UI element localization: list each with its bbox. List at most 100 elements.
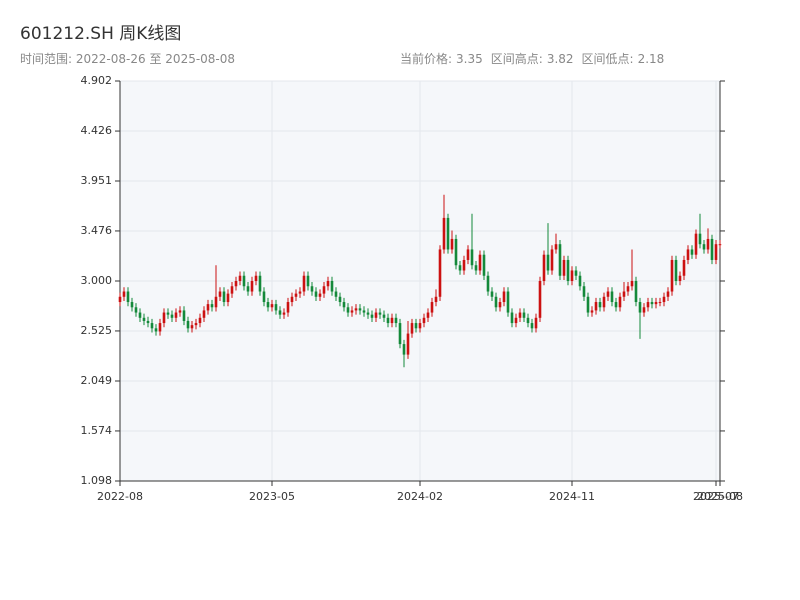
candle-body [558, 244, 562, 276]
candle-body [242, 275, 246, 287]
candle-body [686, 249, 690, 260]
candle-body [278, 310, 282, 315]
candle-body [422, 317, 426, 324]
candle-body [658, 302, 662, 304]
x-tick-label: 2024-11 [549, 490, 595, 503]
candle-body [586, 296, 590, 313]
candle-body [382, 314, 386, 318]
candle-body [406, 333, 410, 355]
x-tick-label: 2025-08 [697, 490, 743, 503]
candle-body [662, 296, 666, 303]
candle-body [238, 275, 242, 281]
candle-body [442, 217, 446, 250]
x-tick-label: 2025-07 [693, 490, 739, 503]
candle-body [402, 344, 406, 355]
candle-body [178, 310, 182, 313]
stat-label: 当前价格: [400, 51, 452, 66]
candle-body [366, 312, 370, 315]
candle-body [338, 296, 342, 303]
candle-body [334, 291, 338, 297]
range-start: 2022-08-26 [76, 52, 146, 66]
candle-body [194, 323, 198, 326]
candle-body [122, 291, 126, 297]
candle-body [618, 296, 622, 308]
candle-body [318, 293, 322, 297]
candle-body [654, 302, 658, 305]
candle-body [226, 293, 230, 303]
candle-body [350, 310, 354, 313]
candle-body [254, 275, 258, 281]
candle-body [626, 286, 630, 292]
candle-body [162, 312, 166, 324]
candle-body [542, 254, 546, 281]
candle-body [390, 317, 394, 324]
candle-body [306, 275, 310, 287]
candle-body [354, 308, 358, 311]
candle-body [454, 238, 458, 266]
candle-body [170, 314, 174, 318]
candle-body [130, 302, 134, 308]
candle-body [182, 310, 186, 321]
candle-body [702, 244, 706, 250]
candle-body [494, 296, 498, 308]
candle-body [262, 291, 266, 303]
candle-body [546, 254, 550, 271]
candle-body [202, 310, 206, 318]
candle-body [694, 233, 698, 255]
candle-body [610, 291, 614, 303]
candle-body [622, 291, 626, 297]
candle-body [138, 312, 142, 318]
candle-body [450, 238, 454, 250]
candle-body [362, 310, 366, 313]
candle-body [142, 317, 146, 321]
candle-body [426, 312, 430, 318]
candle-body [286, 302, 290, 313]
candle-body [190, 325, 194, 329]
chart-title: 601212.SH 周K线图 [20, 24, 181, 44]
y-tick-label: 2.049 [81, 374, 113, 387]
candle-body [158, 323, 162, 332]
candle-body [430, 302, 434, 313]
candle-body [634, 281, 638, 303]
candle-body [526, 317, 530, 324]
candle-body [282, 312, 286, 315]
candle-body [470, 249, 474, 266]
candle-body [606, 291, 610, 297]
candle-body [118, 296, 122, 303]
candle-body [146, 320, 150, 324]
candle-body [522, 312, 526, 318]
candle-body [530, 323, 534, 329]
candle-body [266, 302, 270, 308]
candle-body [718, 244, 722, 246]
candle-body [302, 275, 306, 292]
candle-body [646, 302, 650, 308]
candle-body [474, 265, 478, 271]
candle-body [602, 296, 606, 308]
stat-value: 3.35 [456, 52, 483, 66]
candle-body [538, 281, 542, 318]
candle-body [246, 286, 250, 292]
stat-label: 区间低点: [582, 52, 634, 66]
candle-body [342, 302, 346, 308]
y-tick-label: 3.476 [81, 224, 113, 237]
candle-body [386, 317, 390, 324]
candle-body [462, 259, 466, 271]
candle-body [594, 302, 598, 311]
candle-body [674, 259, 678, 281]
stat-value: 2.18 [638, 52, 665, 66]
candle-body [210, 304, 214, 308]
candle-body [678, 275, 682, 281]
candle-body [534, 317, 538, 329]
y-tick-label: 2.525 [81, 324, 113, 337]
candle-body [198, 317, 202, 324]
y-tick-label: 3.000 [81, 274, 113, 287]
candle-body [294, 293, 298, 297]
stat-label: 区间高点: [491, 51, 543, 66]
candle-body [250, 281, 254, 292]
candle-body [214, 296, 218, 308]
candle-body [554, 244, 558, 250]
range-end: 2025-08-08 [165, 52, 235, 66]
candle-body [486, 275, 490, 292]
candle-body [310, 286, 314, 292]
candle-body [582, 286, 586, 297]
